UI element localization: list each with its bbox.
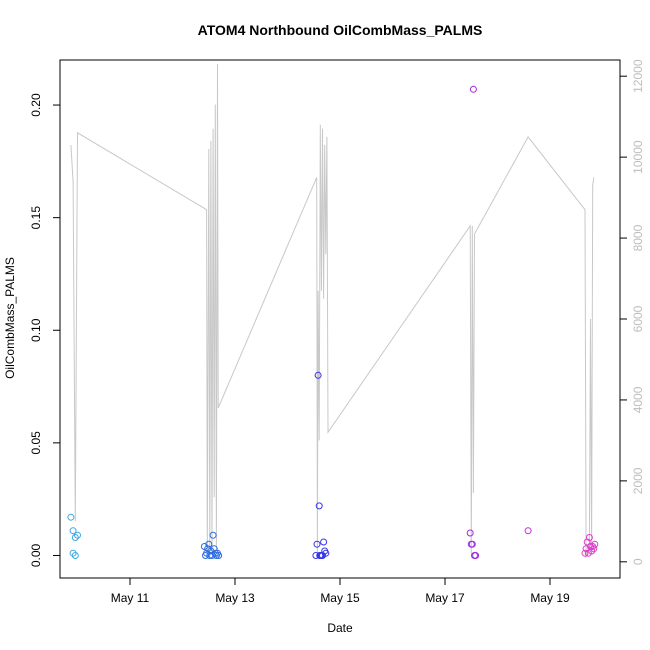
data-point [468,540,476,548]
x-axis-label: Date [327,621,353,635]
y-right-tick-label: 2000 [631,467,645,494]
y-left-tick-label: 0.00 [29,543,43,567]
data-point [317,552,325,559]
data-point [69,549,77,557]
x-tick-label: May 11 [111,591,150,605]
data-point [210,545,218,553]
data-point [466,529,474,537]
data-point [588,547,596,555]
x-tick-label: May 17 [425,591,465,605]
data-point [581,549,589,557]
data-point [314,371,322,379]
data-point [590,545,598,553]
y-right-tick-label: 4000 [631,386,645,413]
y-right-tick-label: 0 [631,558,645,565]
points-layer [67,85,599,559]
x-tick-label: May 19 [530,591,570,605]
data-point [585,534,593,541]
y-left-tick-label: 0.05 [29,431,43,455]
data-point [209,531,217,539]
x-tick-label: May 13 [215,591,255,605]
data-point [71,552,79,559]
data-point [315,502,323,510]
data-point [215,552,223,559]
chart-title: ATOM4 Northbound OilCombMass_PALMS [198,22,483,38]
y-axis-label: OilCombMass_PALMS [3,257,17,379]
y-left-tick-label: 0.15 [29,206,43,230]
y-right-tick-label: 12000 [631,59,645,93]
data-point [69,527,77,535]
y-left-tick-label: 0.10 [29,318,43,342]
data-point [524,527,532,535]
data-point [320,538,328,546]
y-right-tick-label: 10000 [631,140,645,174]
data-point [472,552,480,559]
data-point [205,540,213,548]
data-point [67,513,75,521]
axes-layer: May 11 May 13 May 15 May 17 May 19 0.00 0.05 0.… [29,59,645,605]
y-right-tick-label: 8000 [631,224,645,251]
data-point [71,534,79,541]
y-right-tick-label: 6000 [631,305,645,332]
data-point [313,540,321,548]
altitude-line [70,63,595,558]
data-point [74,531,81,539]
altitude-layer [70,63,595,558]
data-point [469,85,477,93]
x-tick-label: May 15 [320,591,360,605]
y-left-tick-label: 0.20 [29,93,43,117]
data-point [591,540,599,548]
